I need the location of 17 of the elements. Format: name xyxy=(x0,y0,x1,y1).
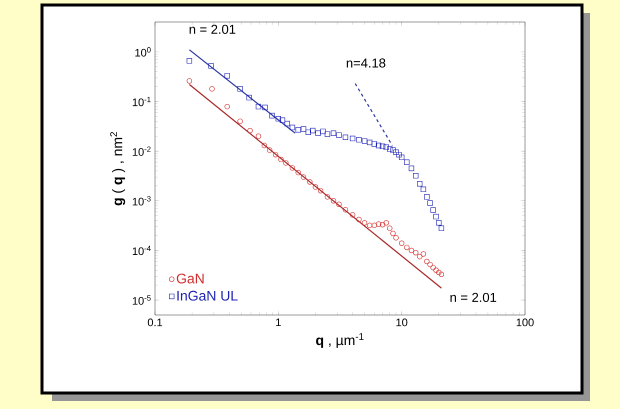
legend-label: GaN xyxy=(176,274,204,284)
x-tick-label: 1 xyxy=(276,318,281,326)
x-tick-label: 100 xyxy=(516,318,534,326)
y-tick-label: 10$^{-5}$ xyxy=(132,295,151,305)
annotation: n = 2.01 xyxy=(190,24,236,34)
y-tick-label: 10$^{-2}$ xyxy=(132,146,151,156)
y-axis-title: g ( q ) , nm$^{2}$ xyxy=(110,132,126,206)
annotation: n = 2.01 xyxy=(450,292,496,302)
annotation: n=4.18 xyxy=(346,58,386,68)
legend-label: InGaN UL xyxy=(177,290,238,301)
y-tick-label: 10$^{-4}$ xyxy=(132,246,151,256)
x-axis-title: q , µm$^{-1}$ xyxy=(316,333,364,348)
y-tick-label: 10$^{-3}$ xyxy=(132,196,151,206)
y-tick-label: 10$^{-1}$ xyxy=(132,96,151,106)
x-tick-label: 0.1 xyxy=(148,318,162,326)
x-tick-label: 10 xyxy=(396,318,408,326)
y-tick-label: 10$^{0}$ xyxy=(135,47,151,57)
